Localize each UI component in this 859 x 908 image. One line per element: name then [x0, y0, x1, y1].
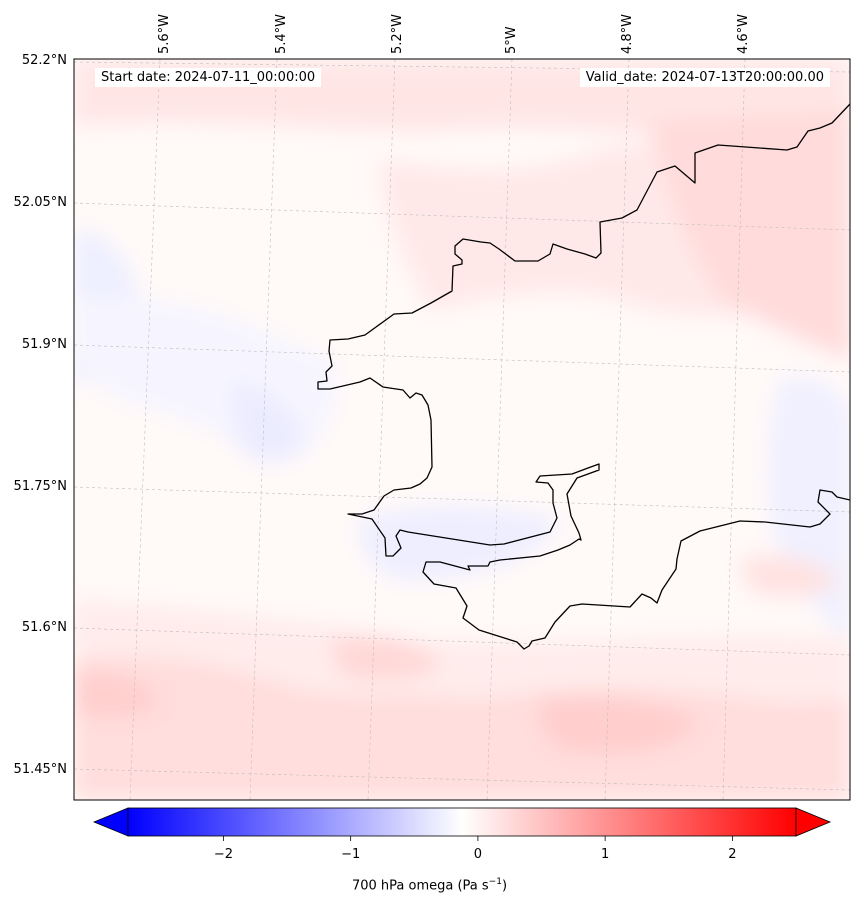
- colorbar-tick-label: −2: [214, 847, 233, 862]
- latitude-labels: 52.2°N 52.05°N 51.9°N 51.75°N 51.6°N 51.…: [14, 53, 67, 777]
- graticule: [74, 59, 850, 800]
- colorbar-title-suffix: ): [501, 878, 508, 894]
- colorbar-tick-label: −1: [341, 847, 360, 862]
- lon-label: 5.2°W: [390, 14, 405, 54]
- colorbar-gradient: [127, 807, 797, 837]
- lat-label: 52.05°N: [14, 195, 67, 210]
- lat-label: 51.9°N: [22, 337, 67, 352]
- valid-date-annotation: Valid_date: 2024-07-13T20:00:00.00: [579, 68, 830, 87]
- lat-label: 51.75°N: [14, 479, 67, 494]
- lon-label: 5°W: [504, 26, 519, 54]
- lon-label: 4.6°W: [736, 14, 751, 54]
- colorbar: −2 −1 0 1 2: [92, 807, 832, 862]
- colorbar-low-extend: [92, 807, 129, 837]
- colorbar-tick-label: 0: [474, 847, 482, 862]
- lat-label: 52.2°N: [22, 53, 67, 68]
- colorbar-tick-label: 1: [601, 847, 609, 862]
- lon-label: 4.8°W: [620, 14, 635, 54]
- colorbar-high-extend: [795, 807, 832, 837]
- coastline: [317, 103, 850, 650]
- colorbar-title-exponent: −1: [488, 877, 502, 887]
- start-date-annotation: Start date: 2024-07-11_00:00:00: [95, 68, 322, 87]
- colorbar-ticks: −2 −1 0 1 2: [214, 836, 737, 862]
- omega-field: [74, 59, 850, 800]
- map-frame: [73, 58, 851, 801]
- colorbar-tick-label: 2: [728, 847, 736, 862]
- lon-label: 5.4°W: [274, 14, 289, 54]
- colorbar-title: 700 hPa omega (Pa s−1): [0, 877, 859, 893]
- lat-label: 51.45°N: [14, 762, 67, 777]
- lat-label: 51.6°N: [22, 620, 67, 635]
- lon-label: 5.6°W: [157, 14, 172, 54]
- longitude-labels: 5.6°W 5.4°W 5.2°W 5°W 4.8°W 4.6°W: [157, 14, 751, 54]
- colorbar-title-prefix: 700 hPa omega (Pa s: [351, 878, 489, 894]
